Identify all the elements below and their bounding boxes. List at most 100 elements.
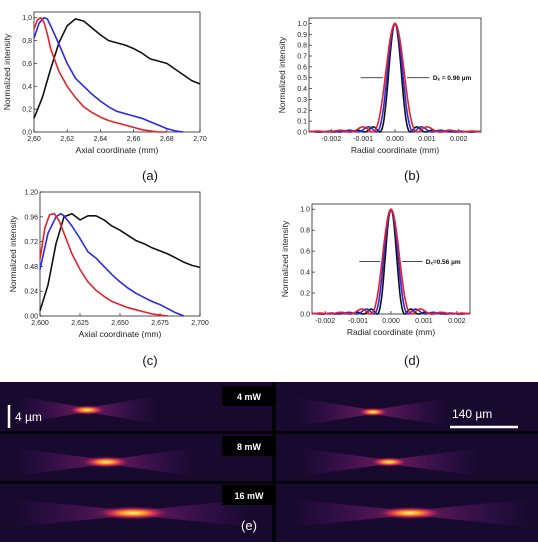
strip-label-box-2: 8 mW xyxy=(222,436,276,456)
y-tick-label: 0,6 xyxy=(22,61,32,68)
strip-label-4mw: 4 mW xyxy=(237,392,262,402)
strip-label-box-1: 4 mW xyxy=(222,386,276,406)
y-axis-label: Normalized intensity xyxy=(280,220,290,297)
y-tick-label: 0.7 xyxy=(297,54,307,61)
series-line-red xyxy=(308,22,482,133)
beam-wing-right xyxy=(410,499,530,527)
y-tick-label: 0.0 xyxy=(297,130,307,137)
beam-wing-right xyxy=(133,499,253,527)
fwhm-annotation: Dₓ = 0.96 µm xyxy=(433,75,472,82)
focus-spot xyxy=(80,456,132,468)
fwhm-annotation: Dₓ=0.56 µm xyxy=(426,259,461,266)
beam-wing-right xyxy=(106,448,196,476)
chart-b: -0.002 -0.001 0.000 0.001 0.002 0.0 0.1 0.2 0.3 0… xyxy=(277,17,482,155)
x-tick-label: 0.001 xyxy=(418,136,436,143)
strip-divider-1 xyxy=(0,431,538,434)
y-tick-label: 0.48 xyxy=(24,264,38,271)
x-tick-label: -0.001 xyxy=(348,318,368,325)
chart-c: 2,600 2,625 2,650 2,675 2,700 0.00 0.24 0.48 0.7… xyxy=(8,190,209,340)
series-line-blue xyxy=(39,212,185,317)
strip-label-8mw: 8 mW xyxy=(237,442,262,452)
chart-a: 2,60 2,62 2,64 2,66 2,68 2,70 0,0 0,2 0,4 0,6 0,8 1… xyxy=(2,11,207,155)
intensity-strips xyxy=(0,382,538,542)
y-tick-label: 0.2 xyxy=(297,108,307,115)
y-tick-label: 0.5 xyxy=(297,75,307,82)
beam-wing-right xyxy=(87,396,157,424)
chart-d: -0.002 -0.001 0.000 0.001 0.002 0.0 0.2 0.4 0.6 0… xyxy=(280,203,471,337)
x-tick-label: -0.001 xyxy=(353,136,373,143)
x-tick-label: 0.000 xyxy=(386,136,404,143)
series-line-red xyxy=(39,212,169,317)
x-axis-label: Axial coordinate (mm) xyxy=(76,145,159,155)
x-tick-label: 2,625 xyxy=(71,320,89,327)
x-axis-label: Axial coordinate (mm) xyxy=(79,329,162,339)
beam-wing-left xyxy=(13,499,133,527)
y-tick-label: 0,0 xyxy=(22,130,32,137)
y-tick-label: 0.4 xyxy=(297,86,307,93)
y-tick-label: 0.8 xyxy=(300,228,310,235)
y-tick-label: 0.0 xyxy=(300,312,310,319)
x-tick-label: 0.000 xyxy=(382,318,400,325)
y-tick-label: 0.6 xyxy=(300,249,310,256)
y-tick-label: 0.1 xyxy=(297,119,307,126)
x-axis-label: Radial coordinate (mm) xyxy=(351,145,440,155)
plot-frame xyxy=(39,191,201,317)
focus-spot xyxy=(93,506,173,520)
y-tick-label: 0.4 xyxy=(300,270,310,277)
y-tick-label: 1.0 xyxy=(297,21,307,28)
x-tick-label: 2,64 xyxy=(94,136,108,143)
beam-wing-left xyxy=(290,499,410,527)
panel-letter-c: (c) xyxy=(142,353,157,368)
x-tick-label: 2,675 xyxy=(151,320,169,327)
x-tick-label: 2,600 xyxy=(31,320,49,327)
beam-wing-left xyxy=(299,448,389,476)
series-line-red xyxy=(33,16,167,133)
scale-label-left: 4 µm xyxy=(15,410,42,424)
x-tick-label: 0.002 xyxy=(450,136,468,143)
y-tick-label: 0.00 xyxy=(24,314,38,321)
beam-wing-right xyxy=(389,448,479,476)
series-line-blue xyxy=(33,16,184,133)
y-tick-label: 0.24 xyxy=(24,289,38,296)
strip-label-16mw: 16 mW xyxy=(234,491,264,501)
strip-divider-2 xyxy=(0,481,538,484)
focus-spot xyxy=(357,407,389,417)
y-tick-label: 0,8 xyxy=(22,38,32,45)
beam-wing-left xyxy=(17,396,87,424)
y-tick-label: 0.96 xyxy=(24,214,38,221)
beam-wing-right xyxy=(373,398,448,426)
x-tick-label: 2,60 xyxy=(27,136,41,143)
plot-frame xyxy=(33,11,201,133)
x-tick-label: 2,700 xyxy=(191,320,209,327)
y-axis-label: Normalized intensity xyxy=(8,215,18,292)
y-tick-label: 0.6 xyxy=(297,64,307,71)
y-tick-label: 0.3 xyxy=(297,97,307,104)
beam-wing-left xyxy=(298,398,373,426)
panel-letter-e: (e) xyxy=(241,518,257,533)
y-tick-label: 0.72 xyxy=(24,239,38,246)
y-axis-label: Normalized intensity xyxy=(277,36,287,113)
x-tick-label: 2,62 xyxy=(60,136,74,143)
y-tick-label: 1,0 xyxy=(22,15,32,22)
x-tick-label: 2,70 xyxy=(193,136,207,143)
x-tick-label: -0.002 xyxy=(321,136,341,143)
y-tick-label: 0,4 xyxy=(22,84,32,91)
x-axis-label: Radial coordinate (mm) xyxy=(347,327,436,337)
focus-spot xyxy=(67,405,107,415)
beam-wing-left xyxy=(16,448,106,476)
strip-center-divider xyxy=(272,382,276,542)
scale-label-right: 140 µm xyxy=(452,407,492,421)
series-line-black xyxy=(39,212,201,312)
series-line-red xyxy=(311,208,471,315)
x-tick-label: 0.001 xyxy=(415,318,433,325)
x-tick-label: 2,68 xyxy=(160,136,174,143)
x-tick-label: 2,650 xyxy=(111,320,129,327)
strip-label-box-3: 16 mW xyxy=(222,485,276,505)
x-tick-label: 2,66 xyxy=(127,136,141,143)
y-axis-label: Normalized intensity xyxy=(2,33,12,110)
x-tick-label: -0.002 xyxy=(315,318,335,325)
focus-spot xyxy=(369,457,409,467)
y-tick-label: 0.9 xyxy=(297,32,307,39)
panel-letter-d: (d) xyxy=(404,353,420,368)
y-tick-label: 0.8 xyxy=(297,43,307,50)
